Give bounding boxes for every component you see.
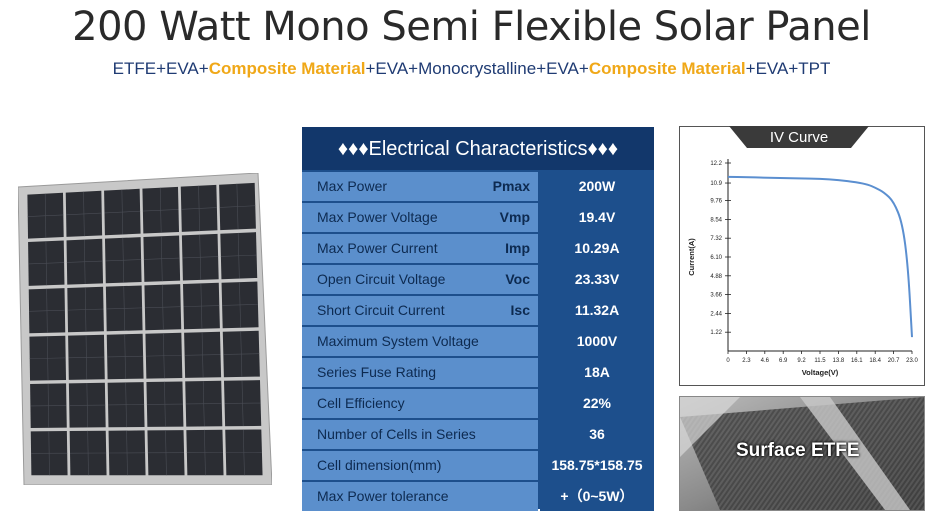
table-row: Short Circuit Current Isc 11.32A: [302, 296, 654, 325]
y-tick-label: 10.9: [710, 181, 722, 187]
row-label: Maximum System Voltage: [302, 327, 538, 356]
x-tick-label: 13.8: [833, 358, 845, 364]
x-tick-label: 6.9: [779, 358, 788, 364]
table-row: Max Power Pmax 200W: [302, 172, 654, 201]
x-tick-label: 9.2: [797, 358, 806, 364]
row-value: 1000V: [540, 327, 654, 356]
x-tick-label: 16.1: [851, 358, 863, 364]
table-row: Max Power Voltage Vmp 19.4V: [302, 203, 654, 232]
material-layers: ETFE+EVA+Composite Material+EVA+Monocrys…: [0, 59, 943, 79]
y-tick-label: 12.2: [710, 161, 722, 167]
row-label: Max Power Voltage Vmp: [302, 203, 538, 232]
row-label-text: Cell dimension(mm): [317, 457, 442, 473]
row-value: 18A: [540, 358, 654, 387]
row-label-text: Max Power Current: [317, 240, 438, 256]
layer-text: +EVA+Monocrystalline+EVA+: [365, 59, 589, 78]
row-symbol: Voc: [505, 271, 530, 287]
table-row: Cell Efficiency 22%: [302, 389, 654, 418]
table-row: Max Power Current Imp 10.29A: [302, 234, 654, 263]
row-label-text: Maximum System Voltage: [317, 333, 479, 349]
y-tick-label: 8.54: [710, 217, 722, 223]
row-value: 36: [540, 420, 654, 449]
x-tick-label: 2.3: [742, 358, 751, 364]
row-symbol: Vmp: [499, 209, 530, 225]
row-label: Cell dimension(mm): [302, 451, 538, 480]
solar-panel-image: [18, 173, 272, 485]
x-tick-label: 18.4: [869, 358, 881, 364]
electrical-characteristics-table: ♦♦♦Electrical Characteristics♦♦♦ Max Pow…: [302, 127, 654, 511]
row-value: 11.32A: [540, 296, 654, 325]
row-label-text: Open Circuit Voltage: [317, 271, 446, 287]
row-label: Cell Efficiency: [302, 389, 538, 418]
y-tick-label: 4.88: [710, 274, 722, 280]
layer-text-highlight: Composite Material: [208, 59, 366, 78]
row-value: 23.33V: [540, 265, 654, 294]
row-label-text: Short Circuit Current: [317, 302, 445, 318]
x-tick-label: 23.0: [906, 358, 918, 364]
x-tick-label: 11.5: [814, 358, 826, 364]
x-tick-label: 4.6: [761, 358, 770, 364]
row-label: Series Fuse Rating: [302, 358, 538, 387]
row-value: 10.29A: [540, 234, 654, 263]
row-value: +（0~5W）: [540, 482, 654, 511]
row-value: 19.4V: [540, 203, 654, 232]
row-label-text: Max Power: [317, 178, 388, 194]
surface-etfe-photo: [679, 396, 925, 511]
table-heading: ♦♦♦Electrical Characteristics♦♦♦: [302, 127, 654, 170]
row-value: 158.75*158.75: [540, 451, 654, 480]
table-row: Max Power tolerance +（0~5W）: [302, 482, 654, 511]
x-axis-label: Voltage(V): [802, 368, 839, 377]
iv-curve-line: [727, 175, 913, 338]
row-value: 22%: [540, 389, 654, 418]
row-label: Max Power Current Imp: [302, 234, 538, 263]
table-row: Number of Cells in Series 36: [302, 420, 654, 449]
x-tick-label: 0: [726, 358, 730, 364]
row-label: Number of Cells in Series: [302, 420, 538, 449]
chart-title: IV Curve: [769, 129, 829, 146]
y-tick-label: 3.66: [710, 293, 722, 299]
x-tick-label: 20.7: [888, 358, 900, 364]
row-symbol: Isc: [510, 302, 530, 318]
row-symbol: Pmax: [492, 178, 530, 194]
layer-text: ETFE+EVA+: [112, 59, 209, 78]
row-label: Max Power tolerance: [302, 482, 538, 511]
y-tick-label: 2.44: [710, 311, 722, 317]
layer-text-highlight: Composite Material: [588, 59, 746, 78]
row-label-text: Number of Cells in Series: [317, 426, 476, 442]
row-label-text: Max Power Voltage: [317, 209, 438, 225]
row-label: Short Circuit Current Isc: [302, 296, 538, 325]
layer-text: +EVA+TPT: [745, 59, 831, 78]
row-symbol: Imp: [505, 240, 530, 256]
y-tick-label: 7.32: [710, 236, 722, 242]
table-row: Maximum System Voltage 1000V: [302, 327, 654, 356]
page-title: 200 Watt Mono Semi Flexible Solar Panel: [72, 4, 871, 50]
row-label-text: Cell Efficiency: [317, 395, 405, 411]
y-tick-label: 9.76: [710, 199, 722, 205]
iv-curve-chart: 0 2.3 4.6 6.9 9.2 11.5 13.8 16.1 18.4 20.7 23.0 1.2…: [679, 126, 925, 386]
row-label: Open Circuit Voltage Voc: [302, 265, 538, 294]
y-tick-label: 1.22: [710, 330, 722, 336]
y-tick-label: 6.10: [710, 255, 722, 261]
table-row: Series Fuse Rating 18A: [302, 358, 654, 387]
row-label: Max Power Pmax: [302, 172, 538, 201]
table-row: Cell dimension(mm) 158.75*158.75: [302, 451, 654, 480]
iv-title-tab: [729, 126, 869, 148]
y-axis-label: Current(A): [687, 238, 696, 276]
row-label-text: Series Fuse Rating: [317, 364, 437, 380]
row-value: 200W: [540, 172, 654, 201]
surface-etfe-label: Surface ETFE: [736, 440, 860, 461]
row-label-text: Max Power tolerance: [317, 488, 449, 504]
table-row: Open Circuit Voltage Voc 23.33V: [302, 265, 654, 294]
